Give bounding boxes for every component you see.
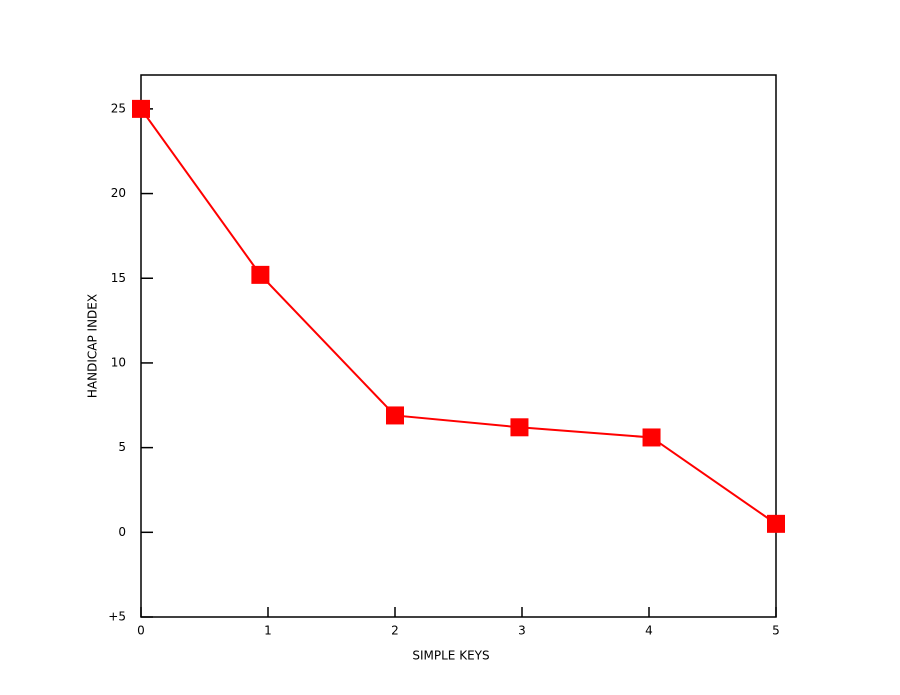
x-tick-label: 0: [137, 624, 145, 638]
y-tick-label: 5: [118, 440, 126, 454]
y-tick-label: 0: [118, 525, 126, 539]
data-point: [251, 265, 270, 284]
data-point: [767, 514, 785, 533]
y-axis-label: HANDICAP INDEX: [86, 294, 100, 398]
y-tick-label: 15: [111, 271, 126, 285]
y-tick-label: +5: [108, 610, 126, 624]
y-tick-label: 25: [111, 101, 126, 115]
y-tick-label: 10: [111, 355, 126, 369]
x-tick-label: 2: [391, 624, 399, 638]
data-point: [386, 406, 404, 425]
plot-frame: [140, 74, 777, 618]
x-tick-label: 3: [518, 624, 526, 638]
x-tick-label: 5: [772, 624, 780, 638]
x-axis-label: SIMPLE KEYS: [412, 649, 489, 663]
y-tick-label: 20: [111, 186, 126, 200]
data-point: [132, 99, 150, 118]
data-point: [642, 428, 661, 447]
series-line: [140, 108, 777, 525]
data-point: [510, 418, 529, 437]
x-tick-label: 4: [645, 624, 653, 638]
x-tick-label: 1: [264, 624, 272, 638]
